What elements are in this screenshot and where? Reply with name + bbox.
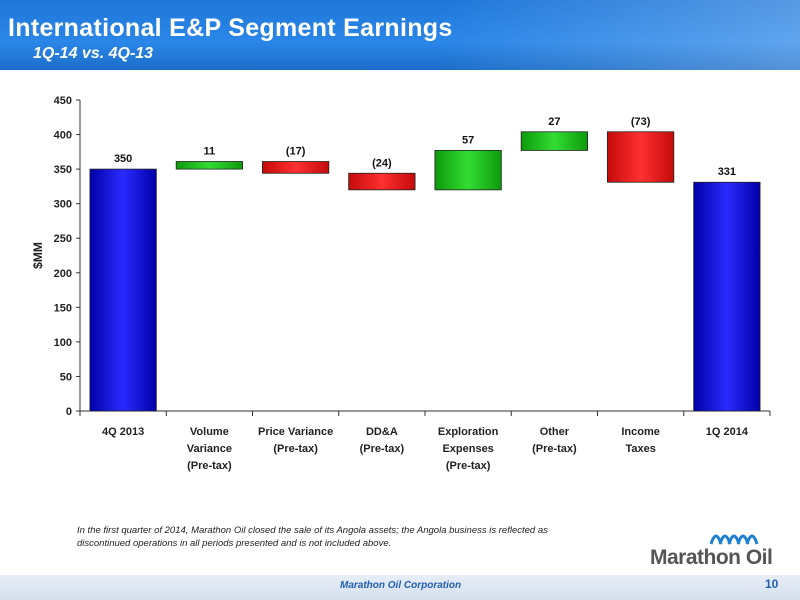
logo-wordmark: Marathon Oil (650, 546, 773, 569)
x-category-label: Income (621, 426, 660, 438)
logo-icon (709, 534, 759, 545)
y-tick-label: 250 (54, 233, 72, 245)
title-banner: International E&P Segment Earnings 1Q-14… (0, 0, 800, 70)
footer-bar (0, 575, 800, 600)
data-label: (17) (286, 146, 306, 158)
bar-increase (520, 131, 588, 151)
data-label: 331 (718, 166, 736, 178)
x-category-label: (Pre-tax) (360, 443, 405, 455)
y-tick-label: 200 (54, 268, 72, 280)
waterfall-chart: 0 50 100 150 200 250 300 350 400 450 $MM 350 11 (17) (… (31, 95, 771, 472)
marathon-oil-logo: Marathon Oil (648, 524, 793, 572)
x-category-label: Taxes (625, 443, 655, 455)
data-label: 11 (204, 146, 216, 158)
y-axis-label: $MM (31, 242, 45, 269)
slide-subtitle: 1Q-14 vs. 4Q-13 (33, 45, 154, 62)
x-category-label: (Pre-tax) (273, 443, 318, 455)
x-category-label: Other (540, 426, 570, 438)
x-category-label: Expenses (442, 443, 493, 455)
y-tick-label: 50 (60, 371, 72, 383)
y-tick-label: 400 (54, 130, 72, 142)
bar-decrease (262, 161, 330, 174)
bar-increase (434, 150, 502, 191)
data-label: 57 (462, 134, 474, 146)
bar-total (89, 168, 157, 412)
y-tick-label: 100 (54, 337, 72, 349)
x-category-label: 1Q 2014 (706, 426, 749, 438)
footnote: In the first quarter of 2014, Marathon O… (77, 525, 548, 549)
data-label: (24) (372, 157, 392, 169)
x-category-label: Volume (190, 426, 229, 438)
y-tick-label: 300 (54, 199, 72, 211)
x-category-label: Exploration (438, 426, 499, 438)
data-label: 27 (548, 116, 560, 128)
x-category-label: Variance (187, 443, 232, 455)
slide-title: International E&P Segment Earnings (8, 14, 453, 42)
x-category-label: DD&A (366, 426, 398, 438)
data-label: (73) (631, 116, 651, 128)
data-label: 350 (114, 153, 132, 165)
bar-increase (175, 161, 243, 170)
y-tick-label: 450 (54, 95, 72, 107)
x-category-label: (Pre-tax) (187, 460, 232, 472)
x-category-label: Price Variance (258, 426, 333, 438)
banner-shine (0, 0, 800, 70)
y-tick-label: 350 (54, 164, 72, 176)
page-number: 10 (765, 577, 779, 591)
bar-total (693, 181, 761, 412)
x-category-label: (Pre-tax) (532, 443, 577, 455)
y-tick-label: 0 (66, 406, 72, 418)
y-tick-label: 150 (54, 302, 72, 314)
x-category-label: 4Q 2013 (102, 426, 144, 438)
bar-decrease (348, 172, 416, 191)
x-category-label: (Pre-tax) (446, 460, 491, 472)
footer-company: Marathon Oil Corporation (340, 580, 462, 591)
bar-decrease (607, 131, 675, 183)
